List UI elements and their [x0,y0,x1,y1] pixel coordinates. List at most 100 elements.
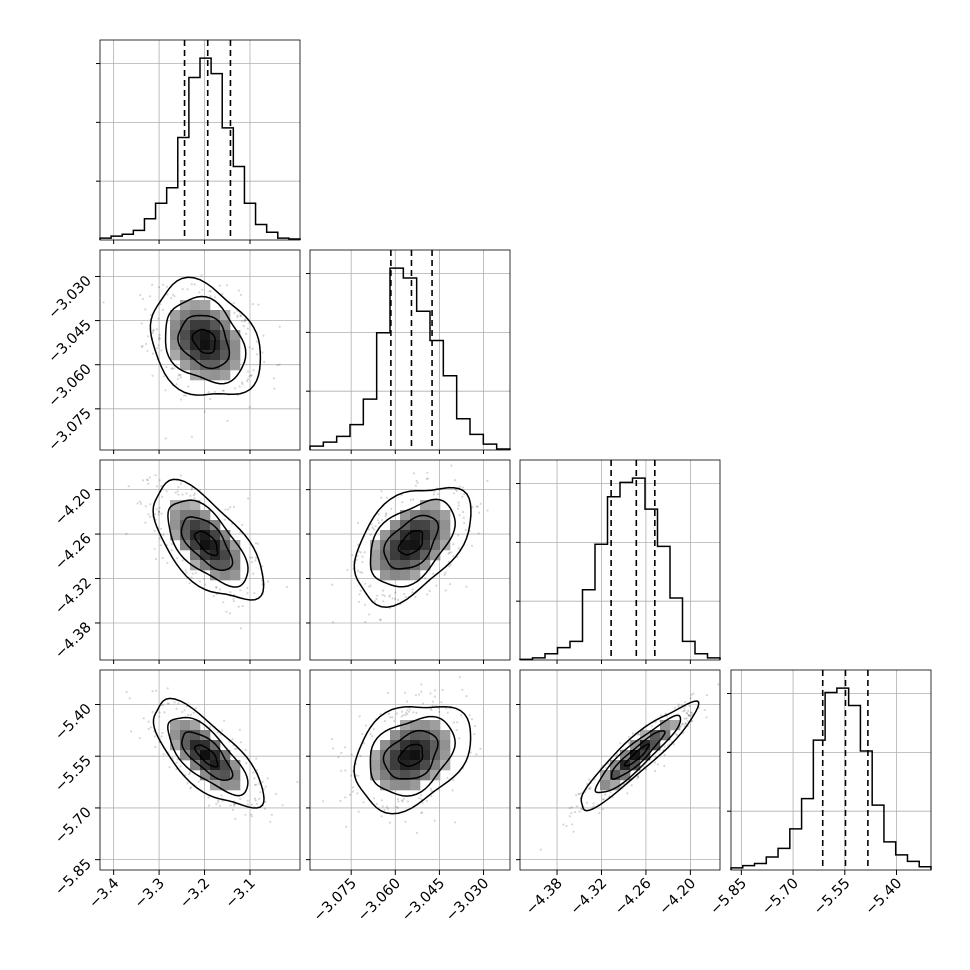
scatter-point [155,689,158,692]
scatter-point [420,683,423,686]
scatter-point [263,360,266,364]
scatter-point [471,506,474,509]
density-cell [220,340,231,351]
density-cell [190,750,201,761]
scatter-point [253,777,256,780]
density-cell [210,520,221,531]
scatter-point [158,286,161,289]
scatter-point [568,807,571,810]
scatter-point [465,585,468,588]
scatter-point [429,692,432,695]
density-cell [230,340,241,351]
scatter-point [161,556,164,560]
scatter-point [592,802,595,805]
density-cell [430,730,441,741]
contour-line [369,715,456,797]
scatter-point [432,493,435,496]
density-cell [200,550,211,561]
scatter-point [346,568,349,571]
contour-line [353,486,472,608]
scatter-point [256,542,259,545]
scatter-point [154,558,157,561]
contour-line [152,478,265,601]
scatter-point [679,725,683,728]
density-cell [190,320,201,331]
panel-frame [519,459,721,661]
scatter-point [462,516,465,519]
scatter-point [188,582,191,585]
scatter-panel-3-2 [519,669,721,871]
density-cell [380,780,391,791]
scatter-point [151,283,154,286]
hist-panel-0 [96,39,301,241]
scatter-point [322,800,325,803]
scatter-point [170,549,173,552]
scatter-point [160,485,163,488]
scatter-point [209,295,212,298]
contour-line [383,514,440,570]
scatter-point [140,502,143,505]
scatter-point [380,815,383,818]
density-cell [380,770,391,781]
scatter-point [257,303,260,306]
contour-line [167,716,249,797]
scatter-point [452,492,455,495]
density-cell [370,750,381,761]
scatter-point [190,488,193,491]
scatter-point [684,722,687,725]
histogram-series [519,477,721,661]
scatter-point [435,584,438,587]
scatter-point [159,303,162,306]
scatter-point [630,784,633,787]
scatter-point [396,797,400,801]
scatter-point [385,805,388,808]
scatter-point [414,595,417,599]
density-cell [430,500,441,511]
scatter-point [458,737,461,740]
scatter-point [159,544,162,547]
scatter-point [229,804,232,807]
density-cell [190,760,201,771]
scatter-point [685,712,688,715]
scatter-point [419,794,423,797]
density-cell [220,530,231,541]
scatter-point [683,717,686,720]
scatter-point [454,488,457,491]
scatter-point [676,734,679,737]
y-tick-label: −3.045 [46,317,95,366]
scatter-point [430,795,433,798]
contour-line [149,276,262,396]
scatter-point [388,595,391,598]
scatter-point [218,804,221,807]
x-tick-label: −3.1 [223,876,259,912]
scatter-point [601,808,604,811]
scatter-point [452,778,455,782]
scatter-point [653,761,657,764]
scatter-point [175,761,178,764]
scatter-point [225,610,228,613]
scatter-point [244,748,247,752]
density-cell [430,740,441,751]
scatter-point [370,523,373,526]
density-cell [230,780,241,791]
x-tick-label: −3.060 [355,876,404,925]
density-cell [180,310,191,321]
scatter-point [486,509,489,512]
y-tick-label: −3.030 [46,273,95,322]
density-cell [430,510,441,521]
scatter-point [138,736,141,740]
scatter-point [688,704,691,708]
density-cell [170,340,181,351]
scatter-point [249,556,252,559]
scatter-point [461,495,464,498]
scatter-points [331,464,489,624]
scatter-point [193,497,196,500]
scatter-point [246,586,249,590]
scatter-point [151,374,154,377]
scatter-point [141,344,144,348]
scatter-point [400,710,404,713]
contour-line [353,705,472,815]
density-cell [600,780,611,791]
scatter-point [154,474,157,477]
density-cell [220,370,231,381]
